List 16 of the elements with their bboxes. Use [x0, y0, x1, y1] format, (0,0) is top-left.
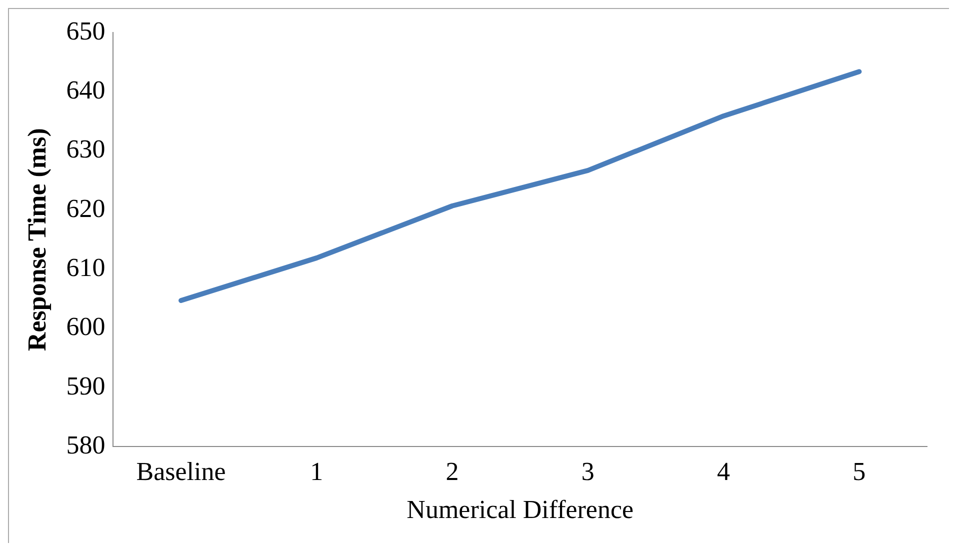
y-tick-label: 650: [66, 16, 106, 46]
x-axis-title: Numerical Difference: [406, 495, 634, 524]
x-tick-label: 5: [852, 457, 866, 486]
x-tick-label: Baseline: [136, 457, 226, 486]
y-tick-label: 600: [66, 312, 106, 342]
y-tick-label: 630: [66, 134, 106, 164]
y-axis-title: Response Time (ms): [22, 128, 52, 352]
x-tick-label: 3: [581, 457, 594, 486]
y-tick-label: 580: [66, 430, 106, 460]
y-tick-label: 590: [66, 371, 106, 400]
x-tick-label: 2: [446, 457, 459, 486]
y-tick-label: 620: [66, 194, 106, 223]
y-tick-label: 640: [66, 76, 106, 105]
y-tick-label: 610: [66, 253, 106, 282]
x-tick-label: 1: [310, 457, 324, 486]
x-tick-label: 4: [717, 457, 730, 486]
